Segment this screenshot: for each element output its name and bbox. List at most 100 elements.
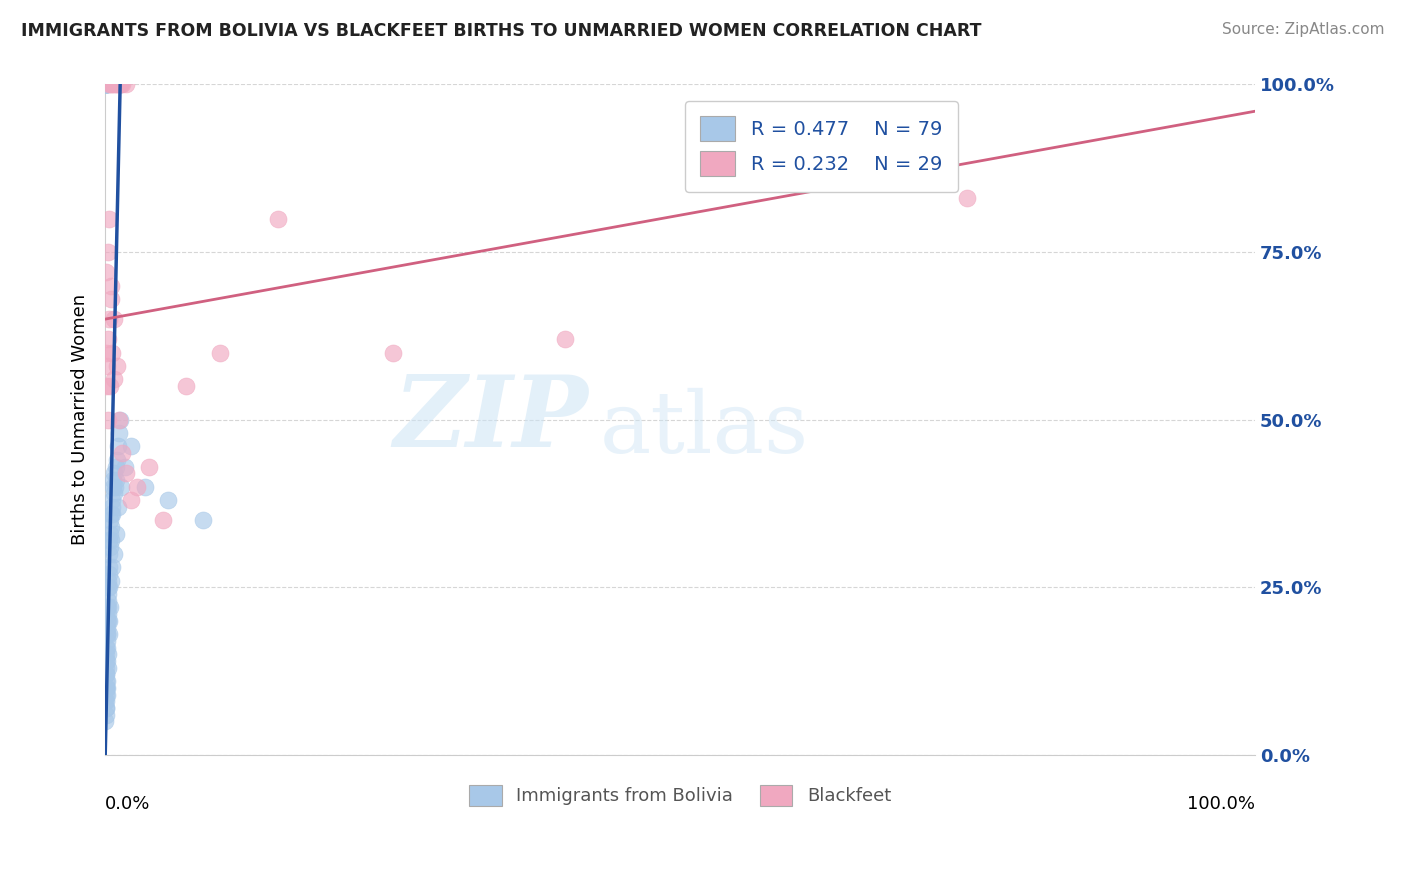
Point [98,566,121,581]
Point [191,513,214,527]
Point [97,211,120,226]
Point [94,78,117,92]
Point [96,614,118,628]
Point [101,480,124,494]
Point [115,78,138,92]
Point [956,191,979,205]
Point [100,513,122,527]
Point [97,412,120,426]
Point [97,560,120,574]
Point [94,714,117,729]
Point [101,493,124,508]
Point [94,701,117,715]
Point [94,688,117,702]
Point [101,507,124,521]
Point [110,78,132,92]
Point [96,674,118,689]
Point [108,78,131,92]
Point [96,640,118,655]
Point [96,681,118,695]
Text: ZIP: ZIP [394,371,588,468]
Point [94,661,117,675]
Point [94,78,117,92]
Point [98,547,121,561]
Point [96,667,118,681]
Point [107,440,129,454]
Point [97,574,120,588]
Point [96,681,118,695]
Text: atlas: atlas [599,388,808,471]
Point [120,440,142,454]
Point [98,614,121,628]
Point [120,493,142,508]
Point [100,500,122,514]
Point [96,359,118,373]
Point [104,526,127,541]
Point [100,292,122,306]
Point [103,372,125,386]
Point [101,78,124,92]
Point [105,473,128,487]
Point [111,446,134,460]
Point [114,459,136,474]
Point [108,78,131,92]
Point [103,473,125,487]
Point [94,694,117,708]
Point [96,78,118,92]
Point [100,78,122,92]
Point [100,507,122,521]
Point [96,661,118,675]
Point [103,467,125,481]
Point [96,627,118,641]
Point [104,459,127,474]
Point [111,78,134,92]
Point [94,681,117,695]
Point [157,493,180,508]
Point [94,78,117,92]
Point [103,312,125,326]
Point [105,359,128,373]
Point [97,593,120,607]
Point [266,211,288,226]
Point [381,345,404,359]
Point [96,634,118,648]
Point [96,681,118,695]
Point [94,78,117,92]
Point [94,78,117,92]
Point [98,379,121,393]
Point [115,467,138,481]
Point [96,245,118,260]
Point [96,345,118,359]
Point [96,78,118,92]
Point [138,459,160,474]
Point [105,453,128,467]
Text: 100.0%: 100.0% [1187,795,1256,814]
Point [96,587,118,601]
Point [100,533,122,548]
Point [96,620,118,634]
Point [96,78,118,92]
Point [100,574,122,588]
Point [94,654,117,668]
Text: IMMIGRANTS FROM BOLIVIA VS BLACKFEET BIRTHS TO UNMARRIED WOMEN CORRELATION CHART: IMMIGRANTS FROM BOLIVIA VS BLACKFEET BIR… [21,22,981,40]
Point [97,648,120,662]
Point [108,412,131,426]
Point [96,640,118,655]
Point [127,480,149,494]
Point [101,345,124,359]
Point [97,312,120,326]
Point [107,500,129,514]
Point [94,707,117,722]
Point [103,78,125,92]
Point [108,78,131,92]
Point [97,627,120,641]
Point [110,480,132,494]
Point [108,412,131,426]
Point [96,688,118,702]
Point [152,513,174,527]
Point [108,78,131,92]
Point [97,580,120,594]
Point [100,520,122,534]
Point [94,648,117,662]
Point [94,667,117,681]
